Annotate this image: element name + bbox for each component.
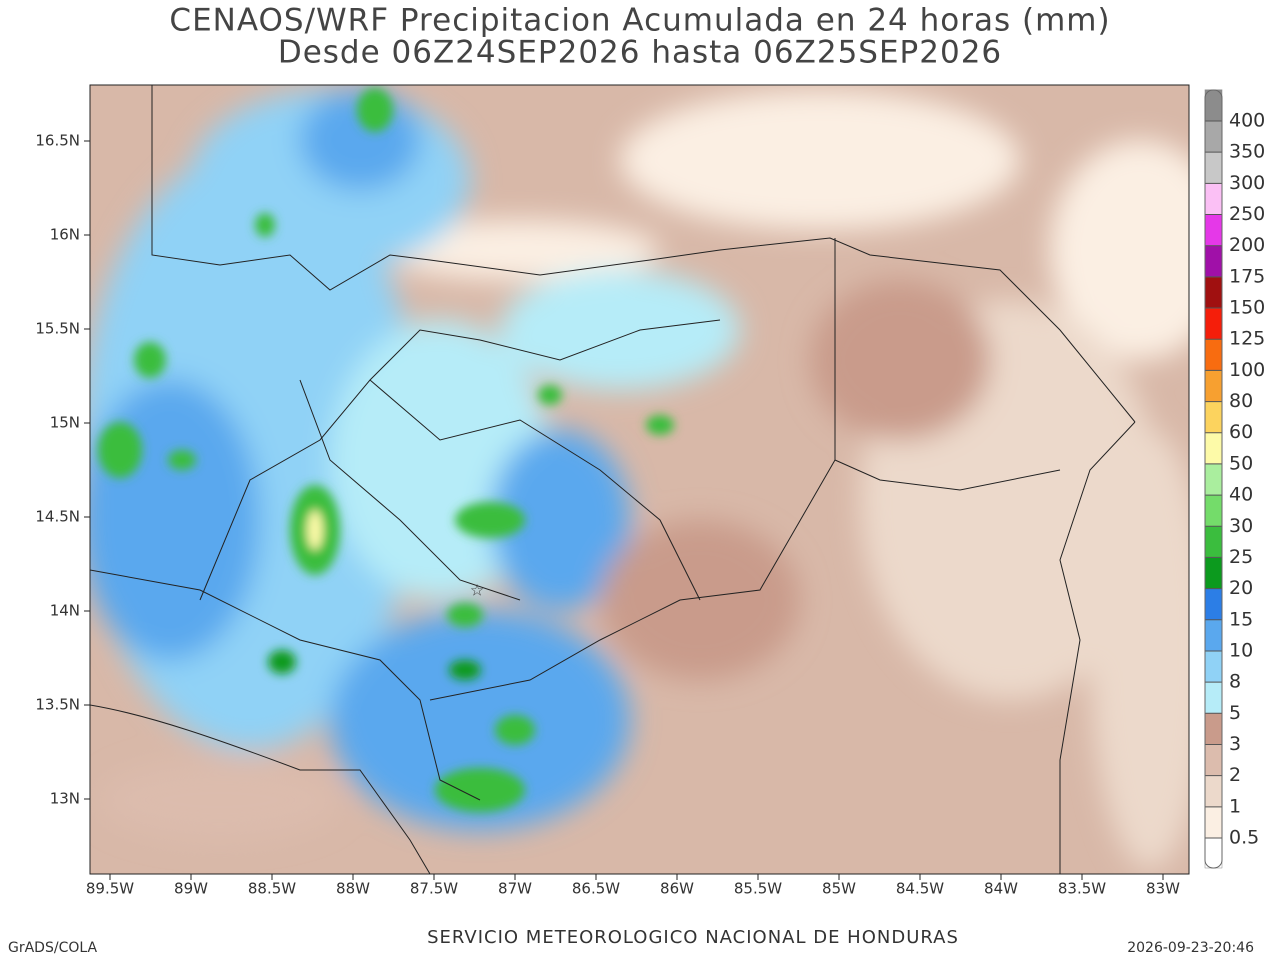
lat-label: 15N [50,414,80,432]
lon-label: 84.5W [896,880,944,898]
footer-center: SERVICIO METEOROLOGICO NACIONAL DE HONDU… [427,927,959,948]
colorbar-label: 100 [1229,359,1265,381]
colorbar-bin [1204,245,1223,278]
lon-label: 89.5W [86,880,134,898]
capital-marker: ☆ [470,581,484,600]
colorbar-label: 20 [1229,577,1253,599]
colorbar-label: 60 [1229,421,1253,443]
colorbar-bin [1204,619,1223,652]
title: CENAOS/WRF Precipitacion Acumulada en 24… [169,3,1110,39]
precipitation-field: ☆ [90,85,1189,874]
colorbar-label: 15 [1229,608,1253,630]
colorbar-bin [1204,151,1223,184]
colorbar-label: 350 [1229,141,1265,163]
colorbar-label: 10 [1229,639,1253,661]
colorbar-bin [1204,432,1223,465]
colorbar-bin [1204,183,1223,215]
colorbar-frame [1204,89,1223,869]
colorbar-label: 1 [1229,795,1241,817]
colorbar-bin [1204,681,1223,714]
colorbar-bin [1204,713,1223,745]
colorbar-bin [1204,837,1223,869]
colorbar-bin [1204,401,1223,433]
lon-label: 87.5W [410,880,458,898]
colorbar-label: 3 [1229,733,1241,755]
lon-label: 88.5W [248,880,296,898]
colorbar-label: 30 [1229,515,1253,537]
colorbar-bin [1204,307,1223,340]
lon-label: 84W [984,880,1018,898]
lon-label: 86W [660,880,694,898]
borders [90,85,1136,874]
lon-label: 83W [1146,880,1180,898]
colorbar-label: 80 [1229,390,1253,412]
map-frame [89,84,1190,875]
colorbar: 0.5 1 2 3 5 8 10 15 20 25 30 40 50 60 80 100 125 150 175 20… [1204,89,1265,869]
lon-label: 87W [498,880,532,898]
colorbar-label: 2 [1229,764,1241,786]
colorbar-bin [1204,744,1223,776]
subtitle: Desde 06Z24SEP2026 hasta 06Z25SEP2026 [278,35,1002,71]
lon-label: 89W [174,880,208,898]
colorbar-label: 150 [1229,297,1265,319]
lon-label: 86.5W [572,880,620,898]
colorbar-label: 400 [1229,110,1265,132]
colorbar-bin [1204,120,1223,153]
colorbar-label: 8 [1229,671,1241,693]
colorbar-bin [1204,557,1223,589]
colorbar-bin [1204,775,1223,808]
lat-label: 14.5N [35,508,80,526]
lon-label: 88W [336,880,370,898]
lon-label: 83.5W [1058,880,1106,898]
footer-right: 2026-09-23-20:46 [1127,940,1254,956]
colorbar-label: 200 [1229,234,1265,256]
colorbar-bin [1204,588,1223,621]
colorbar-label: 300 [1229,172,1265,194]
colorbar-label: 0.5 [1229,827,1259,849]
footer-left: GrADS/COLA [8,940,97,956]
lon-label: 85W [822,880,856,898]
lat-label: 16.5N [35,132,80,150]
colorbar-label: 125 [1229,328,1265,350]
lat-label: 16N [50,226,80,244]
colorbar-label: 25 [1229,546,1253,568]
colorbar-bin [1204,276,1223,309]
lon-label: 85.5W [734,880,782,898]
axes: 16.5N 16N 15.5N 15N 14.5N 14N 13.5N 13N 89.5W 89W… [35,132,1180,898]
colorbar-bin [1204,806,1223,839]
colorbar-bin [1204,526,1223,558]
colorbar-label: 175 [1229,265,1265,287]
lat-label: 13.5N [35,696,80,714]
colorbar-label: 40 [1229,484,1253,506]
lat-label: 14N [50,602,80,620]
colorbar-label: 5 [1229,702,1241,724]
colorbar-bin [1204,338,1223,371]
colorbar-bin [1204,494,1223,527]
lat-label: 15.5N [35,320,80,338]
colorbar-label: 250 [1229,203,1265,225]
colorbar-bin [1204,463,1223,496]
lat-label: 13N [50,790,80,808]
colorbar-bin [1204,89,1223,122]
colorbar-label: 50 [1229,452,1253,474]
colorbar-bin [1204,370,1223,402]
colorbar-bin [1204,214,1223,246]
colorbar-bin [1204,650,1223,683]
